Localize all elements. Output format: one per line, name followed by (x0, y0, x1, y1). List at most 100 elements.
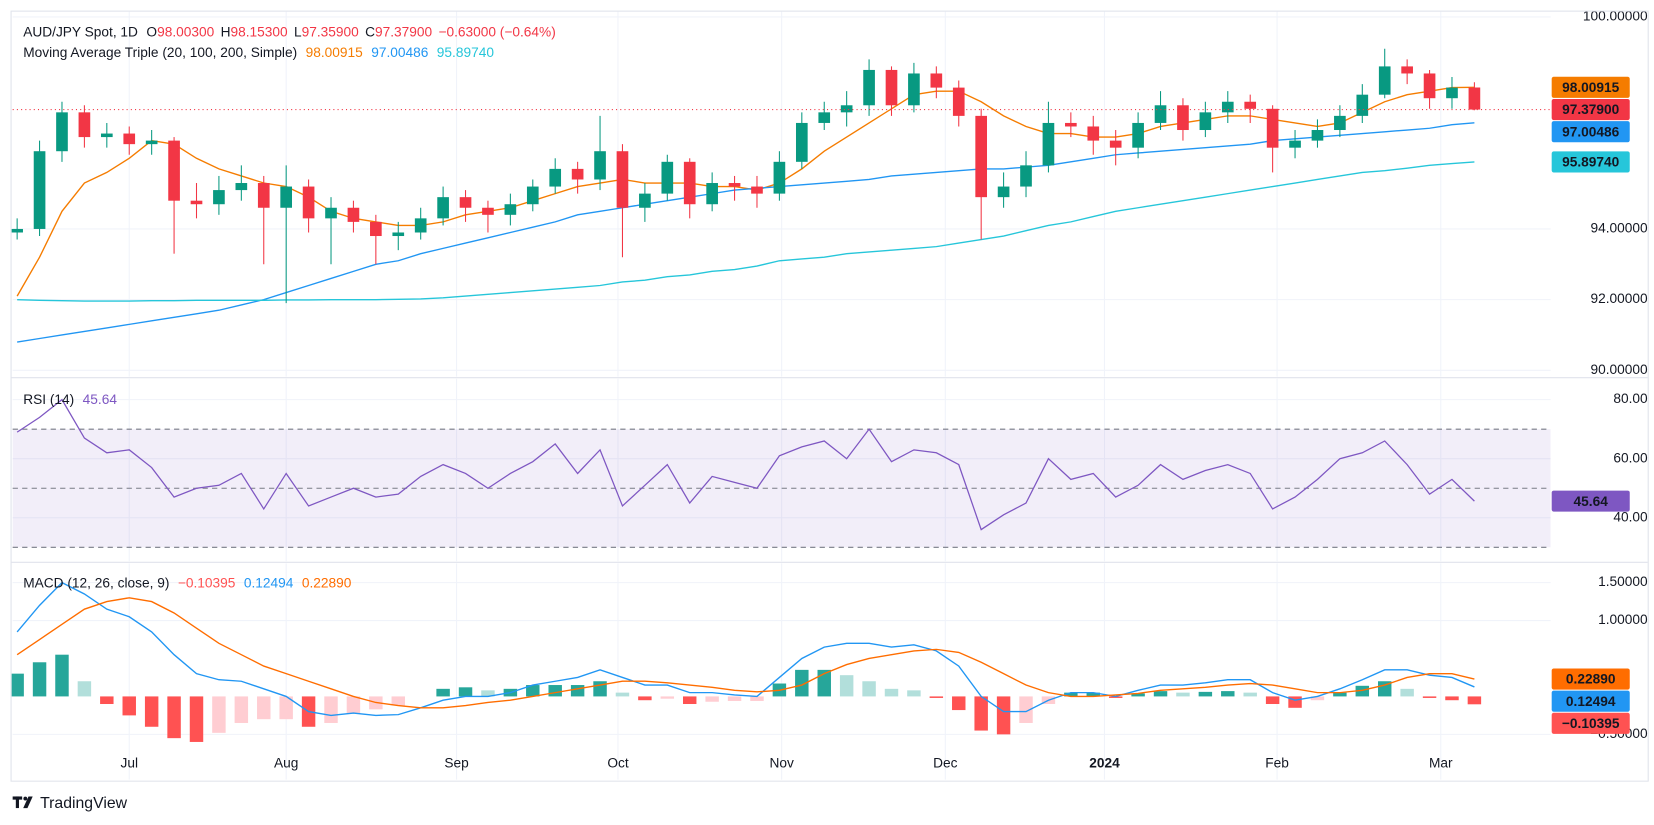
price-tag-box (1551, 668, 1630, 690)
histogram-bar (1265, 696, 1280, 705)
price-tag-label: 97.37900 (1562, 102, 1620, 117)
candle-body (840, 105, 853, 113)
price-tag-box (1551, 99, 1630, 121)
histogram-bar (189, 696, 204, 742)
candle-body (526, 186, 539, 205)
rsi-value: 45.64 (83, 391, 118, 406)
candle-body (594, 151, 606, 180)
candle-body (1446, 87, 1458, 99)
histogram-bar (279, 696, 293, 720)
signal-value: 0.22890 (302, 575, 352, 590)
candle-body (392, 232, 405, 237)
change: −0.63000 (−0.64%) (438, 24, 555, 39)
price-tag: 0.12494 (1551, 690, 1630, 712)
x-tick-label: Oct (607, 755, 629, 770)
histogram-bar (795, 669, 809, 697)
candle-body (1401, 66, 1413, 74)
candle-body (168, 140, 180, 201)
x-tick-label: Mar (1429, 755, 1453, 770)
candle-body (706, 183, 718, 205)
histogram-bar (862, 681, 876, 697)
histogram-bar (1445, 696, 1459, 701)
candle-body (1199, 112, 1212, 131)
candle-body (123, 133, 136, 145)
ohlc-key: H (221, 24, 231, 39)
histogram-bar (727, 696, 742, 701)
logo-part (23, 796, 28, 801)
y-tick-label: 90.00000 (1591, 362, 1649, 377)
candle-body (1266, 108, 1279, 148)
y-tick-label: 94.00000 (1591, 221, 1649, 236)
histogram-bar (1019, 696, 1033, 723)
histogram-bar (55, 654, 69, 697)
brand: TradingView (40, 795, 128, 812)
candle-body (11, 228, 23, 233)
price-tag-label: 0.22890 (1566, 672, 1616, 687)
histogram-bar (548, 685, 562, 697)
price-tag-box (1551, 712, 1630, 734)
price-tag: 95.89740 (1551, 151, 1630, 173)
ohlc-key: O (146, 24, 157, 39)
candle-body (1378, 66, 1391, 95)
candle-body (908, 73, 920, 106)
price-tag: −0.10395 (1551, 712, 1630, 734)
candle-body (1042, 122, 1055, 166)
candle-body (1132, 122, 1144, 148)
price-tag: 97.37900 (1551, 99, 1630, 121)
candle-body (1468, 87, 1481, 110)
x-tick-label: Jul (120, 755, 138, 770)
candle-body (414, 218, 427, 233)
histogram-bar (481, 690, 495, 697)
ma-legend: Moving Average Triple (20, 100, 200, Sim… (23, 44, 494, 59)
x-tick-label: Dec (933, 755, 958, 770)
histogram-bar (436, 688, 450, 697)
ohlc-value: 97.37900 (375, 24, 433, 39)
candle-body (885, 69, 898, 106)
histogram-bar (212, 696, 226, 733)
candle-body (1087, 126, 1100, 141)
histogram-bar (1064, 692, 1078, 697)
histogram-bar (144, 696, 159, 727)
ohlc-value: 98.00300 (157, 24, 215, 39)
indicator-title: RSI (14) (23, 391, 74, 406)
histogram-bar (839, 675, 854, 697)
axes: Jul Aug Sep Oct Nov Dec 2024 Feb Mar 100.00000 94.… (120, 9, 1648, 771)
candle-body (280, 186, 293, 208)
y-tick-label: 60.00 (1613, 450, 1648, 465)
moving-average (16, 86, 1475, 297)
histogram-bar (167, 696, 181, 739)
y-tick-label: 40.00 (1613, 509, 1648, 524)
candle-body (235, 183, 248, 191)
candle-body (571, 168, 584, 180)
y-tick-label: 1.00000 (1598, 612, 1648, 627)
candle-body (33, 151, 46, 229)
histogram-bar (1131, 693, 1145, 697)
candle-body (1244, 101, 1257, 109)
rsi-line (16, 398, 1475, 531)
price-tag: 97.00486 (1551, 121, 1630, 143)
histogram-bar (1288, 696, 1302, 708)
histogram-bar (615, 692, 630, 697)
candle-body (728, 183, 741, 187)
candle-body (1109, 140, 1122, 148)
histogram-bar (257, 696, 271, 720)
histogram-bar (32, 662, 47, 697)
histogram-bar (11, 673, 24, 697)
candle-body (257, 183, 270, 208)
price-tag-label: 97.00486 (1562, 124, 1620, 139)
histogram-bar (1221, 691, 1235, 697)
price-tag-label: 98.00915 (1562, 80, 1620, 95)
histogram-bar (1422, 696, 1437, 698)
rsi-legend: RSI (14) 45.64 (23, 391, 117, 406)
ohlc-key: C (365, 24, 375, 39)
candle-body (1177, 105, 1189, 131)
histogram-bar (929, 696, 944, 698)
candle-body (683, 161, 696, 205)
candle-body (1065, 122, 1077, 127)
price-tag-box (1551, 121, 1630, 143)
ma-value: 98.00915 (306, 44, 364, 59)
candle-body (1154, 105, 1167, 123)
candle-body (370, 221, 382, 237)
candle-body (302, 186, 315, 219)
